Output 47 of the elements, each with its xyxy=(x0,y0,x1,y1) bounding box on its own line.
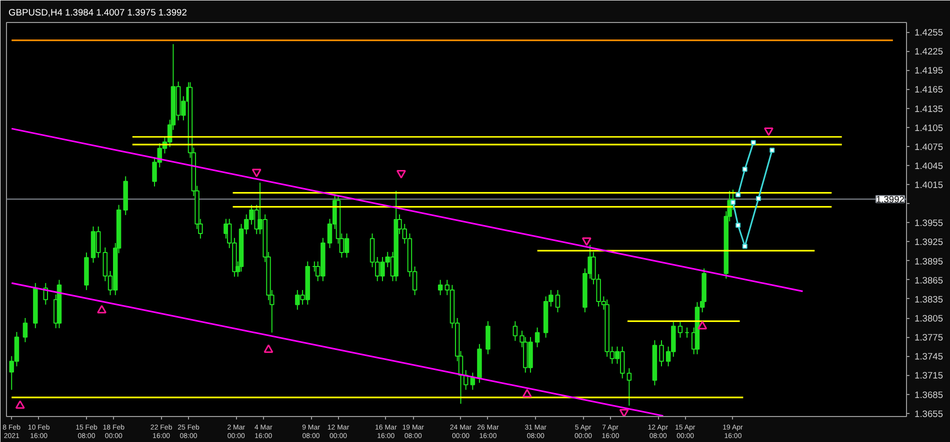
candlestick xyxy=(555,290,560,313)
y-tick-label: 1.3745 xyxy=(914,352,944,362)
candlestick xyxy=(512,320,518,342)
y-tick-label: 1.3685 xyxy=(914,390,944,400)
chart-title: GBPUSD,H4 1.3984 1.4007 1.3975 1.3992 xyxy=(8,8,187,18)
point xyxy=(582,237,592,246)
point xyxy=(742,244,748,249)
point xyxy=(97,305,107,314)
y-tick-label: 1.3835 xyxy=(914,294,944,304)
y-tick-label: 1.3805 xyxy=(914,314,944,324)
point xyxy=(750,140,756,146)
point xyxy=(15,400,25,409)
candlestick xyxy=(659,340,664,367)
candlestick xyxy=(438,279,443,296)
candlestick xyxy=(626,368,632,406)
y-tick-label: 1.4135 xyxy=(914,104,944,114)
point xyxy=(264,344,274,353)
y-tick-label: 1.3955 xyxy=(914,218,944,228)
y-tick-label: 1.4105 xyxy=(914,122,944,133)
point xyxy=(756,196,761,202)
point xyxy=(396,170,406,178)
y-tick-label: 1.3895 xyxy=(914,256,944,266)
candlestick xyxy=(678,320,683,338)
point xyxy=(736,192,741,198)
y-tick-label: 1.4075 xyxy=(914,142,944,152)
point xyxy=(698,320,708,330)
point xyxy=(742,166,748,172)
y-tick-label: 1.4045 xyxy=(914,160,944,171)
y-tick-label: 1.3775 xyxy=(914,332,944,343)
point xyxy=(252,168,262,178)
y-tick-label: 1.4225 xyxy=(914,46,944,57)
ref-line-label: 1.3992 xyxy=(876,194,904,205)
point xyxy=(770,148,775,153)
y-tick-label: 1.4015 xyxy=(914,180,944,190)
point xyxy=(736,222,741,228)
candlestick xyxy=(22,318,28,343)
y-tick-label: 1.4165 xyxy=(914,84,944,95)
y-tick-label: 1.3655 xyxy=(914,408,944,419)
y-tick-label: 1.3715 xyxy=(914,370,944,381)
y-tick-label: 1.4195 xyxy=(914,66,944,76)
point xyxy=(522,388,532,398)
y-tick-label: 1.4255 xyxy=(914,28,944,38)
y-tick-label: 1.3925 xyxy=(914,237,944,248)
candlestick xyxy=(486,320,490,355)
y-tick-label: 1.3865 xyxy=(914,275,944,286)
candlestick xyxy=(534,327,540,348)
point xyxy=(764,127,774,136)
